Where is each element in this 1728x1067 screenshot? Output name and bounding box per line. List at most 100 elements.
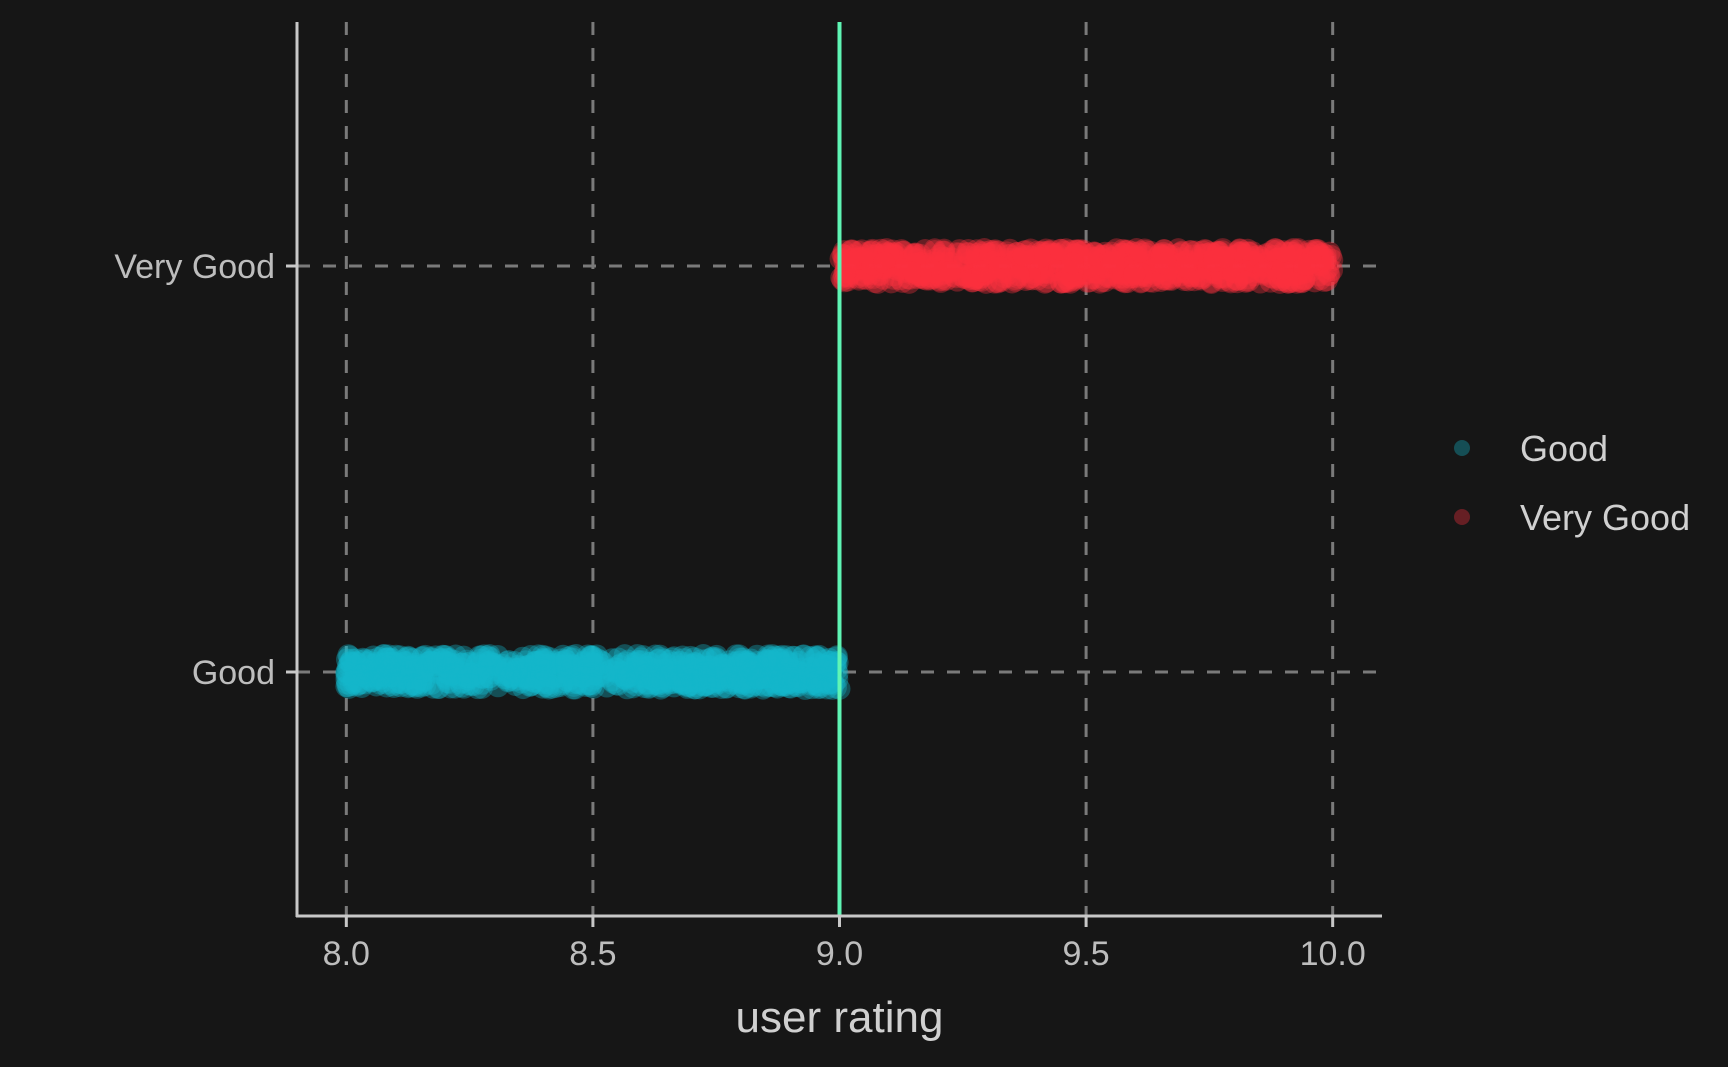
point	[1065, 264, 1088, 287]
point	[901, 259, 924, 282]
point	[365, 674, 388, 697]
point	[1047, 258, 1070, 281]
point	[1286, 239, 1309, 262]
point	[672, 665, 695, 688]
point	[449, 661, 472, 684]
point	[1234, 262, 1257, 285]
point	[610, 653, 633, 676]
point	[694, 661, 717, 684]
point	[1211, 267, 1234, 290]
point	[405, 657, 428, 680]
point	[1152, 241, 1175, 264]
point	[679, 645, 702, 668]
point	[412, 664, 435, 687]
point	[772, 671, 795, 694]
point	[654, 666, 677, 689]
point	[668, 650, 691, 673]
point	[695, 662, 718, 685]
point	[786, 675, 809, 698]
point	[931, 246, 954, 269]
point	[989, 268, 1012, 291]
point	[784, 670, 807, 693]
point	[1138, 250, 1161, 273]
point	[1205, 242, 1228, 265]
point	[885, 241, 908, 264]
point	[868, 263, 891, 286]
point	[550, 654, 573, 677]
point	[985, 255, 1008, 278]
point	[1111, 251, 1134, 274]
point	[1089, 244, 1112, 267]
point	[1309, 268, 1332, 291]
point	[738, 652, 761, 675]
point	[618, 665, 641, 688]
point	[1210, 257, 1233, 280]
point	[1247, 254, 1270, 277]
point	[612, 661, 635, 684]
point	[585, 644, 608, 667]
point	[728, 644, 751, 667]
point	[776, 650, 799, 673]
point	[1034, 238, 1057, 261]
point	[556, 662, 579, 685]
point	[379, 651, 402, 674]
point	[338, 651, 361, 674]
point	[729, 662, 752, 685]
point	[1285, 256, 1308, 279]
point	[879, 250, 902, 273]
point	[905, 242, 928, 265]
point	[1299, 246, 1322, 269]
point	[1090, 258, 1113, 281]
point	[384, 671, 407, 694]
point	[1276, 259, 1299, 282]
point	[739, 652, 762, 675]
point	[849, 258, 872, 281]
point	[465, 663, 488, 686]
point	[524, 670, 547, 693]
point	[1196, 253, 1219, 276]
point	[557, 656, 580, 679]
point	[1268, 271, 1291, 294]
point	[1220, 258, 1243, 281]
point	[1099, 255, 1122, 278]
point	[720, 672, 743, 695]
point	[401, 655, 424, 678]
point	[1063, 265, 1086, 288]
point	[725, 644, 748, 667]
point	[782, 659, 805, 682]
point	[1189, 267, 1212, 290]
point	[531, 658, 554, 681]
point	[581, 669, 604, 692]
point	[652, 653, 675, 676]
point	[1092, 249, 1115, 272]
point	[1019, 238, 1042, 261]
point	[1081, 246, 1104, 269]
point	[881, 250, 904, 273]
point	[383, 662, 406, 685]
y-tick-label: Very Good	[114, 248, 275, 286]
point	[1175, 249, 1198, 272]
point	[391, 665, 414, 688]
point	[767, 645, 790, 668]
point	[754, 675, 777, 698]
point	[450, 652, 473, 675]
point	[518, 674, 541, 697]
point	[1073, 262, 1096, 285]
point	[386, 668, 409, 691]
point	[1139, 265, 1162, 288]
point	[931, 240, 954, 263]
point	[693, 661, 716, 684]
point	[1136, 257, 1159, 280]
point	[1314, 260, 1337, 283]
point	[1116, 253, 1139, 276]
point	[673, 658, 696, 681]
point	[676, 675, 699, 698]
point	[963, 267, 986, 290]
point	[923, 238, 946, 261]
point	[525, 667, 548, 690]
point	[478, 644, 501, 667]
point	[572, 673, 595, 696]
point	[1303, 251, 1326, 274]
point	[764, 667, 787, 690]
point	[335, 664, 358, 687]
